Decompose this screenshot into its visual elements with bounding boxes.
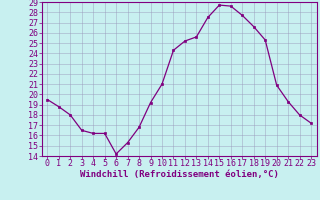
X-axis label: Windchill (Refroidissement éolien,°C): Windchill (Refroidissement éolien,°C) [80, 170, 279, 179]
